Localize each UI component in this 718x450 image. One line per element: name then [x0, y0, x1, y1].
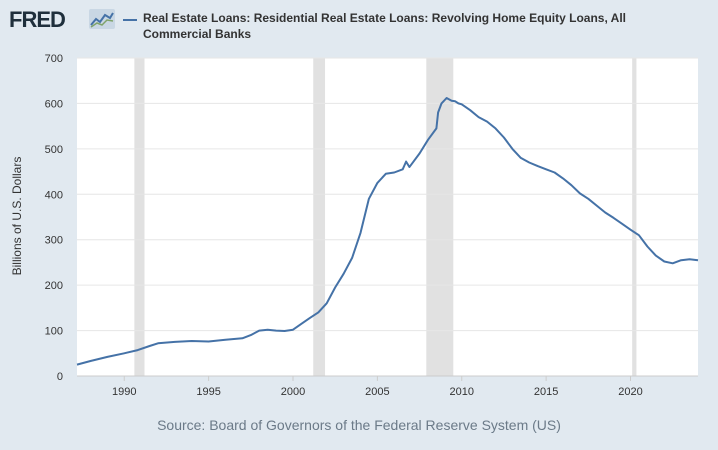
x-tick-label: 1995 — [196, 386, 220, 398]
fred-graph-icon — [89, 9, 115, 29]
legend-label[interactable]: Real Estate Loans: Residential Real Esta… — [143, 11, 627, 41]
y-axis-title: Billions of U.S. Dollars — [10, 157, 24, 276]
y-tick-label: 500 — [45, 144, 63, 156]
recession-band-1 — [313, 58, 326, 376]
y-tick-label: 700 — [45, 53, 63, 65]
plot-area — [77, 58, 698, 376]
chart-header: FRED Real Estate Loans: Residential Real… — [0, 0, 718, 50]
recession-band-2 — [426, 58, 454, 376]
source-note: Source: Board of Governors of the Federa… — [157, 417, 561, 433]
recession-bands — [134, 58, 637, 376]
x-tick-label: 1990 — [112, 386, 136, 398]
grid-lines — [77, 57, 698, 332]
y-tick-label: 300 — [45, 235, 63, 247]
y-tick-label: 0 — [57, 371, 63, 383]
axes: 0 100 200 300 400 500 600 700 1990 1995 2000 2005 20… — [45, 53, 698, 398]
series-layer — [76, 97, 699, 366]
y-tick-label: 400 — [45, 189, 63, 201]
x-tick-label: 2000 — [281, 386, 305, 398]
series-line-0[interactable] — [76, 97, 699, 366]
y-tick-label: 100 — [45, 326, 63, 338]
recession-band-3 — [632, 58, 637, 376]
y-tick-label: 200 — [45, 280, 63, 292]
y-tick-label: 600 — [45, 98, 63, 110]
x-tick-label: 2015 — [534, 386, 558, 398]
x-tick-label: 2005 — [365, 386, 389, 398]
x-tick-label: 2020 — [618, 386, 642, 398]
line-chart: 0 100 200 300 400 500 600 700 1990 1995 2000 2005 20… — [10, 53, 699, 398]
recession-band-0 — [134, 58, 145, 376]
x-tick-label: 2010 — [450, 386, 474, 398]
fred-logo[interactable]: FRED — [9, 7, 66, 32]
legend-swatch — [123, 19, 137, 21]
